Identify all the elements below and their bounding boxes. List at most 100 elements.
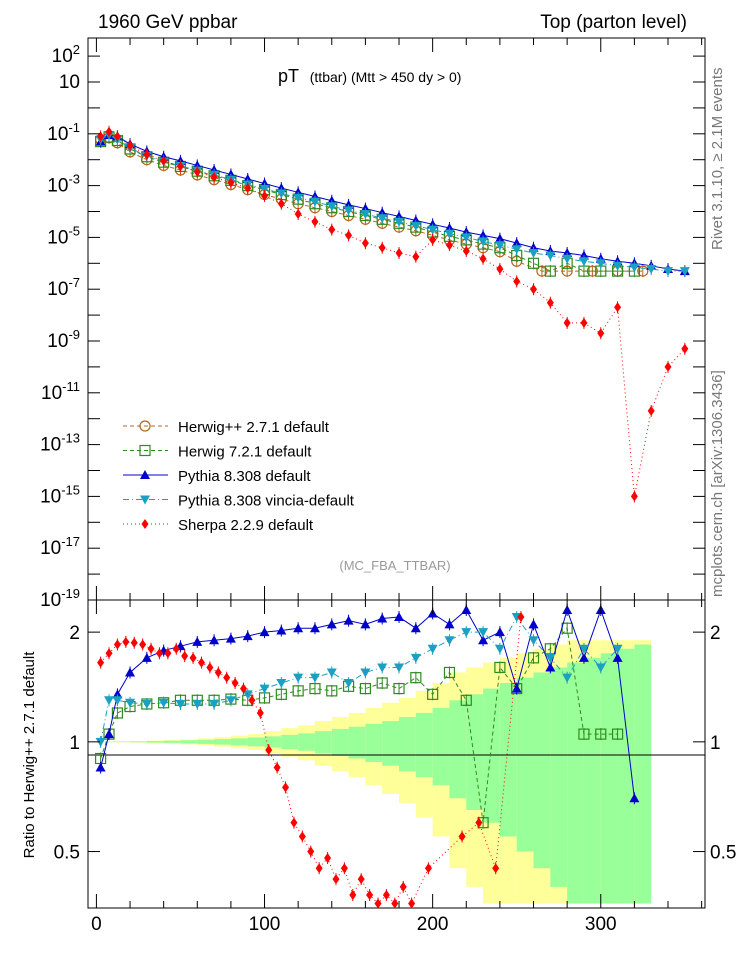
ratio-series-vincia bbox=[95, 611, 623, 748]
ratio-point-herwig7 bbox=[460, 694, 472, 706]
main-point-sherpa bbox=[193, 166, 201, 177]
band-green-bin bbox=[449, 700, 467, 799]
ratio-point-pythia bbox=[225, 633, 236, 643]
ratio-point-vincia bbox=[494, 644, 505, 654]
ratio-point-herwig7 bbox=[443, 666, 456, 679]
main-point-vincia bbox=[427, 225, 438, 235]
ratio-point-sherpa bbox=[273, 762, 281, 773]
band-green-bin bbox=[314, 731, 332, 754]
ratio-point-sherpa bbox=[206, 662, 214, 673]
main-point-sherpa bbox=[630, 491, 638, 502]
legend: Herwig++ 2.7.1 default Herwig 7.2.1 defau… bbox=[123, 419, 355, 534]
main-y-tick-label: 10-5 bbox=[47, 223, 80, 248]
main-point-vincia bbox=[343, 206, 354, 216]
plot-title: pT (ttbar) (Mtt > 450 dy > 0) bbox=[278, 66, 461, 86]
legend-marker-herwigpp bbox=[139, 420, 151, 432]
legend-marker-pythia bbox=[140, 470, 150, 479]
band-green-bin bbox=[466, 694, 484, 811]
ratio-panel-frame bbox=[87, 599, 706, 909]
ratio-point-pythia bbox=[360, 619, 371, 629]
ratio-point-sherpa bbox=[113, 639, 121, 650]
ratio-point-sherpa bbox=[240, 683, 248, 694]
ratio-point-sherpa bbox=[105, 648, 113, 659]
ratio-point-herwig7 bbox=[393, 682, 405, 695]
ratio-point-pythia bbox=[629, 793, 640, 803]
main-point-sherpa bbox=[496, 264, 504, 275]
main-point-herwig7 bbox=[544, 265, 556, 277]
main-line-sherpa bbox=[100, 131, 686, 497]
band-green-bin bbox=[146, 741, 164, 743]
band-green-bin bbox=[247, 737, 265, 747]
ratio-point-herwig7 bbox=[292, 685, 304, 697]
ratio-point-vincia bbox=[528, 636, 539, 646]
ratio-point-sherpa bbox=[122, 636, 130, 647]
band-green-bin bbox=[550, 667, 568, 887]
ratio-point-pythia bbox=[494, 627, 505, 637]
ratio-point-sherpa bbox=[366, 889, 374, 900]
main-y-tick-label: 10-9 bbox=[47, 327, 80, 352]
band-green-bin bbox=[382, 721, 400, 766]
ratio-point-sherpa bbox=[408, 898, 416, 908]
band-green-bin bbox=[634, 644, 652, 904]
ratio-y-axis: 0.5 0.5 1 1 2 2 bbox=[54, 623, 737, 863]
main-point-sherpa bbox=[479, 253, 487, 264]
ratio-point-vincia bbox=[545, 653, 556, 663]
ratio-point-herwig7 bbox=[611, 728, 624, 740]
band-green-bin bbox=[567, 662, 584, 904]
main-point-vincia bbox=[259, 184, 270, 194]
ratio-point-sherpa bbox=[374, 898, 382, 908]
main-point-vincia bbox=[578, 257, 589, 267]
ratio-point-sherpa bbox=[290, 817, 298, 828]
band-green-bin bbox=[583, 657, 601, 904]
main-point-pythia bbox=[478, 230, 489, 240]
ratio-point-pythia bbox=[545, 662, 556, 672]
ratio-point-vincia bbox=[595, 663, 606, 673]
ratio-point-herwig7 bbox=[376, 677, 388, 689]
ratio-point-sherpa bbox=[214, 667, 222, 678]
ratio-point-sherpa bbox=[298, 831, 306, 842]
ratio-point-vincia bbox=[343, 679, 354, 689]
ratio-series-sherpa bbox=[97, 611, 525, 908]
ratio-point-sherpa bbox=[349, 889, 357, 900]
band-green-bin bbox=[214, 739, 231, 745]
main-point-sherpa bbox=[597, 328, 605, 339]
main-point-sherpa bbox=[210, 172, 218, 183]
main-point-sherpa bbox=[664, 361, 672, 372]
main-point-sherpa bbox=[614, 302, 622, 313]
rivet-version-label: Rivet 3.1.10, ≥ 2.1M events bbox=[709, 68, 726, 251]
main-point-sherpa bbox=[580, 317, 588, 328]
ratio-point-vincia bbox=[95, 737, 106, 747]
main-point-vincia bbox=[494, 241, 505, 251]
main-point-vincia bbox=[326, 202, 337, 212]
ratio-y-tick-label-left: 0.5 bbox=[54, 843, 80, 864]
main-point-sherpa bbox=[513, 276, 521, 287]
ratio-point-pythia bbox=[326, 619, 337, 629]
ratio-point-sherpa bbox=[231, 678, 239, 689]
ratio-point-herwig7 bbox=[410, 672, 422, 684]
main-y-tick-label: 10-11 bbox=[41, 379, 80, 404]
ratio-point-sherpa bbox=[282, 782, 290, 793]
ratio-point-pythia bbox=[461, 605, 472, 614]
ratio-point-pythia bbox=[343, 615, 354, 625]
ratio-y-axis-label: Ratio to Herwig++ 2.7.1 default bbox=[21, 651, 38, 859]
x-tick-label: 300 bbox=[585, 914, 617, 935]
main-point-vincia bbox=[309, 197, 320, 207]
legend-label-vincia: Pythia 8.308 vincia-default bbox=[178, 493, 355, 510]
x-tick-label: 200 bbox=[417, 914, 449, 935]
band-green-bin bbox=[533, 672, 551, 869]
band-green-bin bbox=[180, 740, 198, 744]
ratio-point-pythia bbox=[112, 689, 123, 699]
x-tick-label: 0 bbox=[91, 914, 102, 935]
main-line-herwig7 bbox=[100, 136, 635, 272]
ratio-point-sherpa bbox=[265, 744, 273, 755]
band-green-bin bbox=[432, 707, 450, 786]
main-point-vincia bbox=[595, 259, 606, 269]
ratio-point-sherpa bbox=[256, 707, 264, 718]
main-point-sherpa bbox=[261, 190, 269, 201]
main-plot-series bbox=[95, 125, 690, 503]
band-green-bin bbox=[415, 712, 433, 778]
ratio-point-pythia bbox=[192, 636, 203, 646]
main-point-vincia bbox=[276, 189, 287, 199]
ratio-point-sherpa bbox=[130, 637, 138, 648]
ratio-line-pythia bbox=[100, 608, 635, 799]
